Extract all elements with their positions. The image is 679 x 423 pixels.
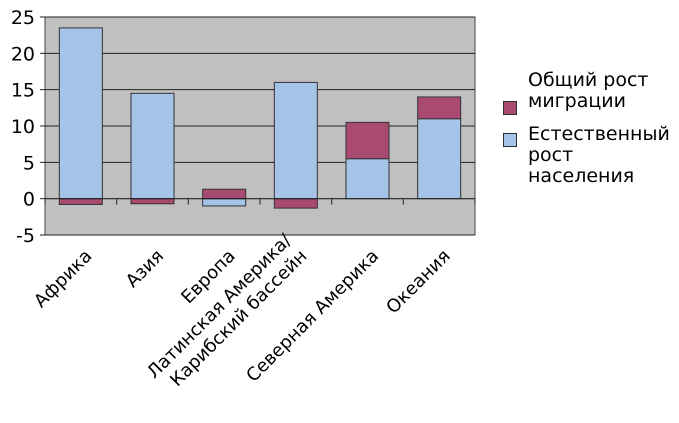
y-tick-label: 20 [11,43,35,65]
x-tick-label: Океания [382,246,454,318]
grid-lines [45,16,475,236]
x-tick-label: Африка [30,246,96,312]
y-tick-label: -5 [16,225,35,247]
y-tick-label: 15 [11,80,35,102]
legend-item-migration: Общий рост миграции [500,69,678,115]
bar-migration-growth [202,188,247,200]
bar-migration-growth [58,198,103,205]
y-tick-label: 0 [23,189,35,211]
y-tick-label: 5 [23,152,35,174]
bar-natural-growth [202,198,247,207]
legend-label-migration: Общий рост миграции [528,69,649,112]
legend-swatch-migration [503,101,517,115]
x-tick-label: Азия [122,246,168,292]
bar-migration-growth [417,96,462,120]
bar-migration-growth [345,121,390,160]
bar-natural-growth [417,118,462,200]
bar-natural-growth [58,27,103,200]
legend-label-natural: Естественный рост населения [528,123,670,187]
bar-migration-growth [130,198,175,205]
bar-natural-growth [130,92,175,200]
x-tick-label-line: Океания [382,246,454,318]
x-tick-label-line: Африка [30,246,96,312]
bar-migration-growth [273,198,318,209]
bar-natural-growth [273,81,318,200]
legend-swatch-natural [503,133,517,147]
legend-item-natural: Естественный рост населения [500,124,678,187]
y-tick-label: 25 [11,7,35,29]
y-tick-label: 10 [11,116,35,138]
bars [58,27,462,209]
x-tick-label-line: Азия [122,246,168,292]
bar-natural-growth [345,158,390,200]
legend: Общий рост миграции Естественный рост на… [500,70,678,187]
x-tick-label-line: Карибский бассейн [166,246,311,391]
y-axis: -5 0 5 10 15 20 25 [11,7,45,247]
